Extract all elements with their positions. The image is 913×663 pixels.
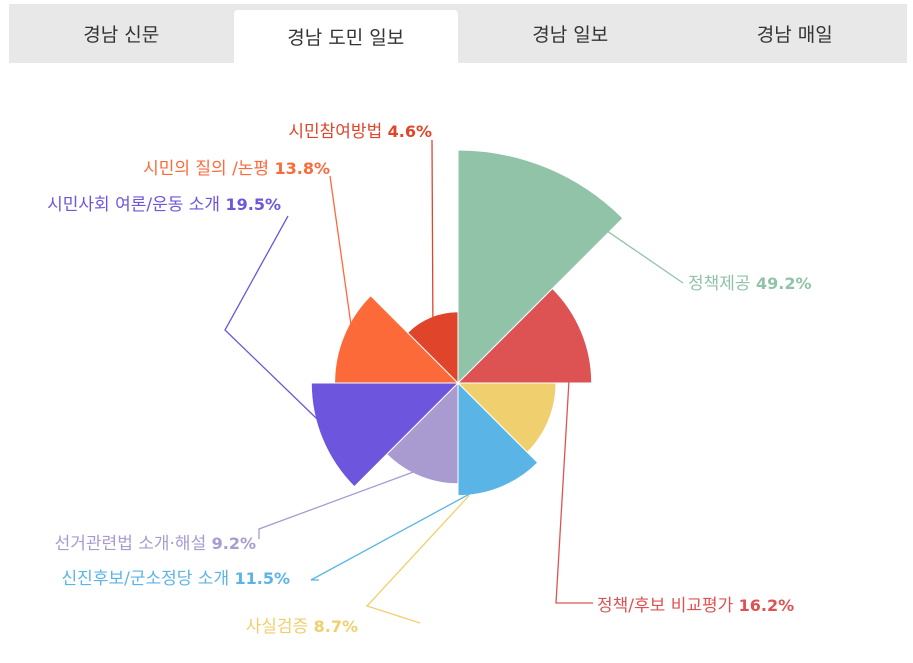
slice-label-text: 선거관련법 소개·해설	[55, 534, 212, 554]
source-tab-bar: 경남 신문 경남 도민 일보 경남 일보 경남 매일	[9, 4, 907, 63]
leader-line-7	[329, 175, 354, 340]
leader-line-4	[310, 478, 499, 581]
slice-label-1: 정책제공 49.2%	[688, 274, 811, 294]
rose-slice-3[interactable]	[456, 382, 557, 454]
slice-percent-text: 8.7%	[314, 617, 358, 636]
slice-label-4: 신진후보/군소정당 소개 11.5%	[62, 569, 290, 589]
slice-percent-text: 11.5%	[234, 569, 290, 588]
slice-label-2: 정책/후보 비교평가 16.2%	[597, 596, 794, 616]
tab-gyeongnam-sinmun[interactable]: 경남 신문	[83, 24, 160, 46]
rose-slice-7[interactable]	[334, 294, 460, 384]
tab-gyeongnam-maeil[interactable]: 경남 매일	[756, 24, 833, 46]
slice-label-text: 시민의 질의 /논평	[143, 159, 274, 179]
tab-gyeongnam-domin-ilbo[interactable]: 경남 도민 일보	[233, 10, 458, 63]
slice-label-text: 신진후보/군소정당 소개	[62, 569, 235, 589]
rose-slice-5[interactable]	[386, 381, 459, 485]
rose-slice-6[interactable]	[310, 382, 460, 488]
slice-percent-text: 19.5%	[225, 195, 281, 214]
leader-line-8	[431, 139, 434, 323]
slice-label-6: 시민사회 여론/운동 소개 19.5%	[47, 195, 281, 215]
slice-label-3: 사실검증 8.7%	[246, 617, 358, 637]
slice-label-8: 시민참여방법 4.6%	[288, 122, 432, 142]
slice-percent-text: 4.6%	[388, 122, 432, 141]
slice-label-text: 정책/후보 비교평가	[597, 596, 739, 616]
rose-slice-1[interactable]	[457, 149, 624, 385]
leader-line-5	[258, 467, 423, 539]
slice-label-text: 시민참여방법	[288, 122, 387, 142]
rose-slice-8[interactable]	[406, 311, 459, 385]
leader-line-1	[539, 184, 684, 284]
slice-percent-text: 16.2%	[739, 596, 795, 615]
slice-percent-text: 13.8%	[274, 159, 330, 178]
leader-line-2	[555, 335, 593, 604]
slice-label-5: 선거관련법 소개·해설 9.2%	[55, 534, 256, 554]
slice-percent-text: 49.2%	[756, 274, 812, 293]
slice-label-text: 시민사회 여론/운동 소개	[47, 195, 225, 215]
rose-slice-2[interactable]	[456, 287, 593, 384]
tab-gyeongnam-ilbo[interactable]: 경남 일보	[532, 24, 609, 46]
slice-label-text: 정책제공	[688, 274, 756, 294]
slice-label-text: 사실검증	[246, 617, 314, 637]
rose-slice-4[interactable]	[457, 381, 539, 497]
slice-percent-text: 9.2%	[212, 534, 256, 553]
leader-line-6	[224, 215, 334, 436]
slice-label-7: 시민의 질의 /논평 13.8%	[143, 159, 330, 179]
